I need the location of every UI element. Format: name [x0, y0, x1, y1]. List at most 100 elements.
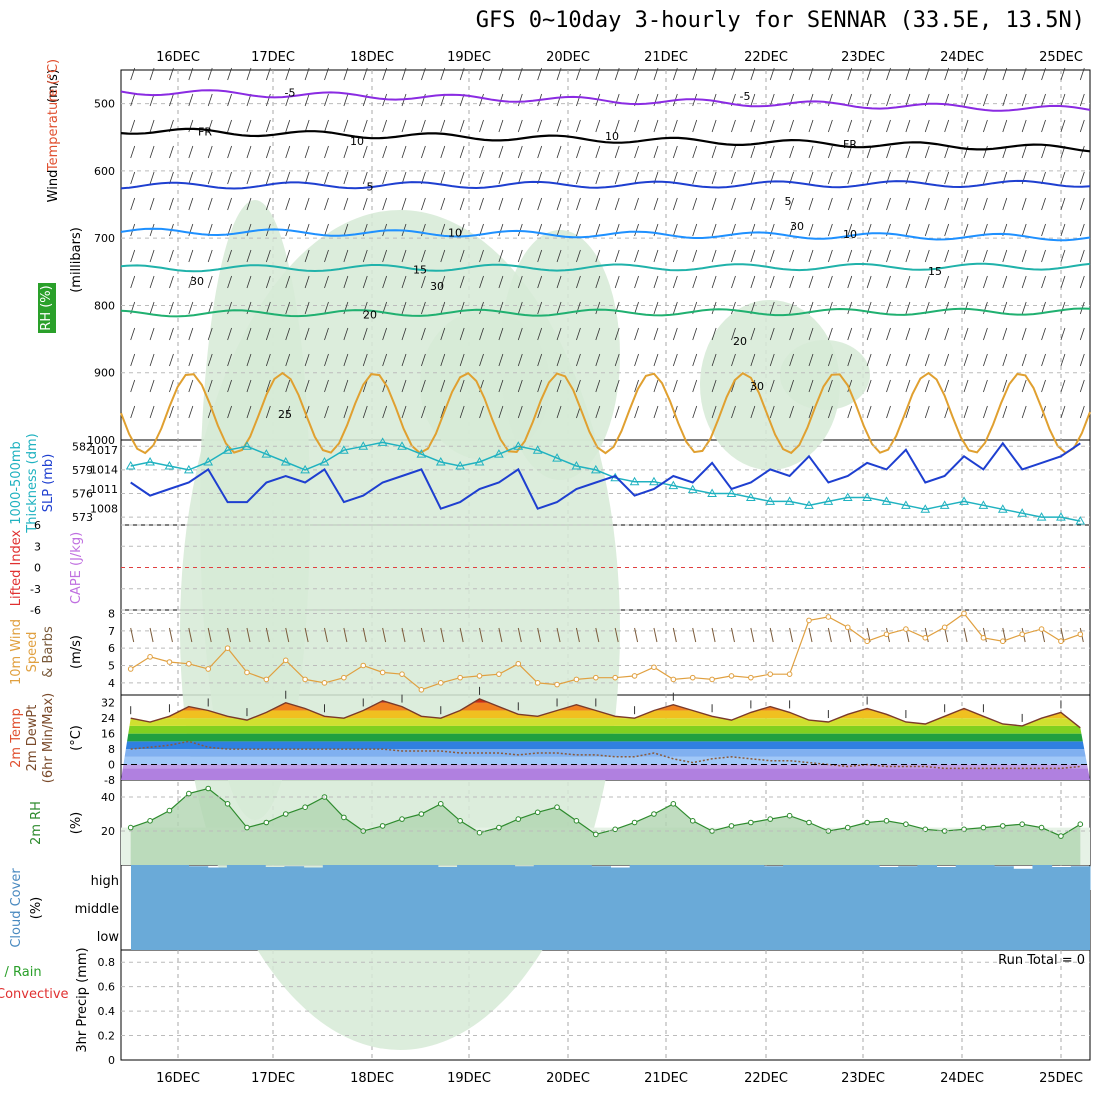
wind-barb [188, 145, 194, 159]
wind-barb [808, 171, 814, 185]
wind-barb [401, 197, 407, 211]
wind-barb [634, 405, 639, 419]
wind-speed-point [127, 666, 134, 672]
contour-label: FR [843, 138, 857, 151]
wind-barb [653, 223, 659, 237]
wind-barb [595, 327, 601, 341]
thickness-point [668, 480, 679, 490]
wind-barb [169, 275, 174, 289]
wind-barb [169, 379, 174, 393]
cape-label: CAPE (J/kg) [69, 532, 84, 604]
cloud-high-bar [1032, 865, 1053, 890]
wind-barb [401, 249, 407, 263]
rh-point [224, 801, 231, 807]
wind-barb [207, 197, 213, 211]
date-label-bottom: 21DEC [644, 1071, 688, 1086]
wind-barb [479, 93, 484, 107]
wind-barb [459, 275, 465, 289]
cloud-high-bar [131, 865, 151, 890]
wind-barb [188, 223, 194, 237]
date-label-bottom: 18DEC [350, 1071, 394, 1086]
thickness-point [687, 484, 698, 494]
thickness-point [881, 496, 892, 505]
cloud-high-bar [495, 865, 516, 890]
wind-barb [479, 405, 484, 419]
wind-barb [227, 405, 232, 419]
wind-barb [459, 119, 465, 133]
wind-barb [246, 171, 252, 185]
wind-barb [1021, 327, 1027, 341]
wind-barb [304, 379, 310, 393]
wind-barb [479, 119, 484, 133]
wind-barb [1021, 275, 1027, 289]
wind-barb [711, 405, 717, 419]
wind-barb [866, 119, 872, 133]
wind-barb [711, 301, 717, 315]
wind-barb [1060, 353, 1066, 367]
wind10m-barb [1002, 627, 1007, 643]
wind-barb [711, 67, 717, 81]
wind-barb [479, 301, 484, 315]
cloud-label: Cloud Cover [9, 868, 24, 948]
wind-barb [265, 301, 271, 315]
wind-barb [304, 327, 310, 341]
wind-barb [207, 145, 213, 159]
wind-barb [905, 353, 911, 367]
wind-barb [130, 405, 136, 419]
wind-barb [808, 223, 814, 237]
rh-point [864, 819, 870, 826]
wind-barb [847, 119, 853, 133]
wind-barb [149, 67, 155, 81]
wind-speed-line [130, 612, 1081, 691]
wind-barb [672, 405, 678, 419]
temp-band [121, 725, 1090, 734]
wind-barb [886, 327, 891, 341]
wind-barb [498, 119, 504, 133]
wind-label: Wind [46, 170, 61, 203]
cloud-high-bar [552, 865, 573, 890]
wind-barb [847, 249, 853, 263]
wind-barb [265, 275, 271, 289]
wind-barb [324, 405, 329, 419]
rh-tick: 40 [101, 791, 115, 804]
wind-barb [304, 223, 310, 237]
wind-barb [789, 353, 794, 367]
wind-tick: 7 [108, 625, 115, 638]
thickness-tick: 582 [72, 440, 93, 453]
cloud-level-label: middle [75, 902, 119, 917]
temp-tick: 32 [101, 697, 115, 710]
wind-barb [808, 119, 814, 133]
wind-barb [1041, 327, 1046, 341]
wind-barb [246, 67, 252, 81]
wind-barb [847, 353, 853, 367]
wind-barb [750, 353, 756, 367]
wind-barb [576, 171, 581, 185]
wind-barb [1021, 119, 1027, 133]
wind-barb [711, 171, 717, 185]
minmax-label: (6hr Min/Max) [41, 693, 56, 783]
pressure-tick: 900 [94, 367, 115, 380]
wind-barb [556, 327, 562, 341]
wind-barb [498, 67, 504, 81]
wind-barb [440, 119, 446, 133]
wind-barb [517, 353, 523, 367]
wind-barb [343, 67, 349, 81]
cloud-high-bar [648, 865, 669, 890]
wind-barb [1079, 145, 1085, 159]
chart-title: GFS 0~10day 3-hourly for SENNAR (33.5E, … [475, 8, 1085, 33]
date-label-top: 18DEC [350, 50, 394, 65]
rh-point [166, 807, 173, 814]
wind-barb [731, 145, 736, 159]
temp-band [121, 741, 1090, 750]
rh-point [903, 821, 909, 828]
wind-barb [847, 405, 853, 419]
precip-tick: 0 [108, 1054, 115, 1067]
wind-barb [498, 327, 504, 341]
thickness-point [765, 496, 776, 505]
wind-barb [459, 379, 465, 393]
wind-speed-point [1019, 631, 1025, 638]
wind10m-barb [420, 627, 425, 643]
wind-barb [576, 327, 581, 341]
wind-barb [944, 67, 950, 81]
date-label-top: 21DEC [644, 50, 688, 65]
